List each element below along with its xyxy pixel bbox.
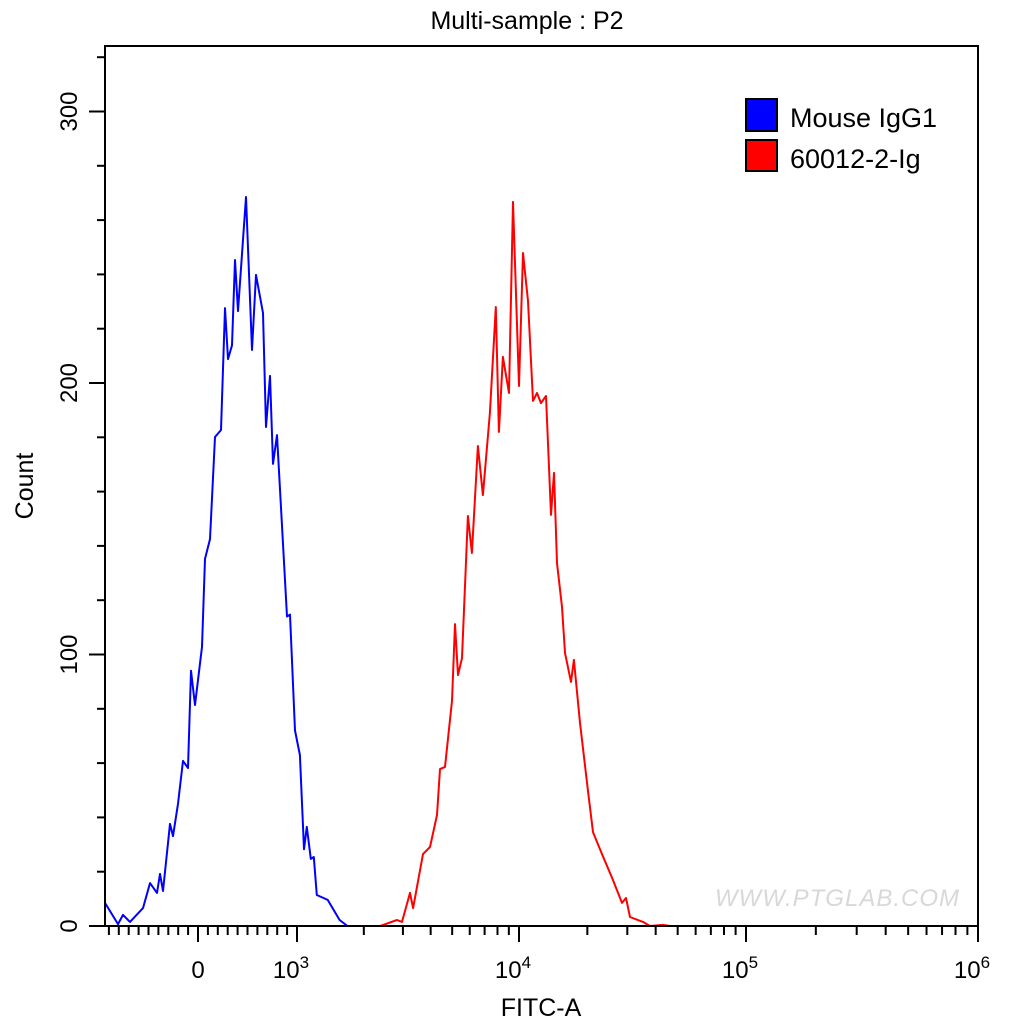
x-axis-ticks <box>107 926 979 942</box>
plot-frame <box>104 45 979 927</box>
x-tick-label: 104 <box>495 953 531 984</box>
y-tick-label: 0 <box>56 919 83 932</box>
x-axis-tick-labels: 0 103 104 105 106 <box>191 953 990 984</box>
chart-title: Multi-sample : P2 <box>430 7 623 35</box>
legend-label-60012-2-ig: 60012-2-Ig <box>790 144 921 174</box>
y-axis-title: Count <box>11 453 39 520</box>
y-tick-label: 300 <box>56 91 83 131</box>
y-axis-ticks <box>89 56 105 927</box>
y-tick-label: 200 <box>56 363 83 403</box>
x-tick-label: 106 <box>954 953 990 984</box>
series-line-60012-2-ig <box>379 200 671 927</box>
y-tick-label: 100 <box>56 634 83 674</box>
legend-swatch-60012-2-ig <box>745 139 778 172</box>
watermark: WWW.PTGLAB.COM <box>715 885 960 912</box>
x-axis-title: FITC-A <box>501 994 582 1022</box>
x-tick-label: 0 <box>191 957 204 984</box>
x-tick-label: 105 <box>722 953 758 984</box>
legend: Mouse IgG1 60012-2-Ig <box>745 98 937 174</box>
legend-label-mouse-igg1: Mouse IgG1 <box>790 103 937 133</box>
series-line-mouse-igg1 <box>104 196 349 927</box>
curves <box>104 196 671 927</box>
x-tick-label: 103 <box>273 953 309 984</box>
legend-swatch-mouse-igg1 <box>745 98 778 132</box>
y-axis-tick-labels: 0 100 200 300 <box>56 91 83 932</box>
